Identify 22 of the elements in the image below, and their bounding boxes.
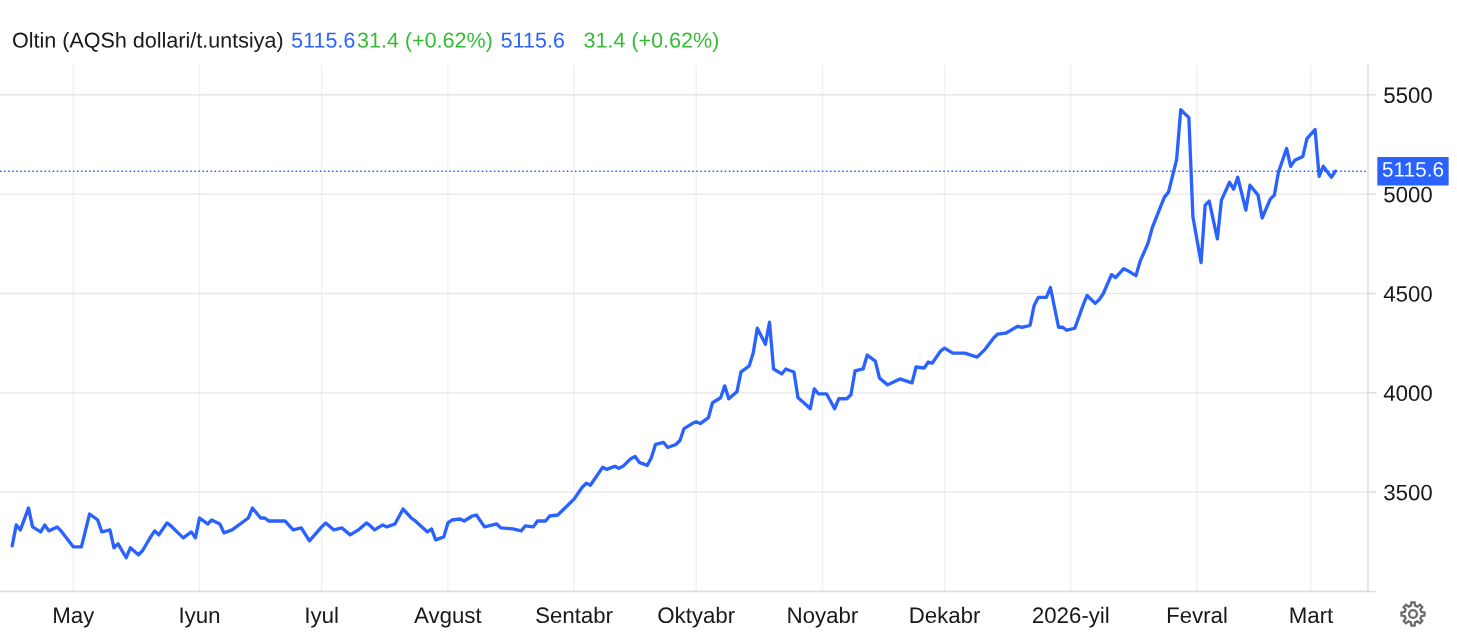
x-tick-label: 2026-yil [1033,606,1109,628]
x-tick-label: Iyun [180,607,220,628]
y-tick-label: 5500 [1384,87,1432,104]
y-tick-label: 5000 [1384,186,1432,203]
text: 31.4 (+0.62%) [357,31,492,53]
x-tick-label: Mart [1290,607,1334,624]
x-tick-label: Oktyabr [658,606,735,628]
x-tick-label: May [54,607,95,628]
x-tick-label: Iyul [306,606,338,628]
x-tick-label: Fevral [1167,606,1227,624]
x-tick-label: Sentabr [536,606,613,624]
x-tick-label: Avgust [414,607,482,628]
chart-title: Oltin (AQSh dollari/t.untsiya) [13,31,283,53]
x-tick-label: Dekabr [910,606,981,624]
text: 5115.6 [501,32,564,48]
text: 5115.6 [291,32,355,48]
y-tick-label: 4000 [1383,385,1432,402]
y-tick-label: 3500 [1384,484,1432,501]
text: 31.4 (+0.62%) [584,31,718,53]
ref-line-label: 5115.6 [1382,162,1444,177]
x-tick-label: Noyabr [788,606,858,628]
y-tick-label: 4500 [1383,286,1432,302]
